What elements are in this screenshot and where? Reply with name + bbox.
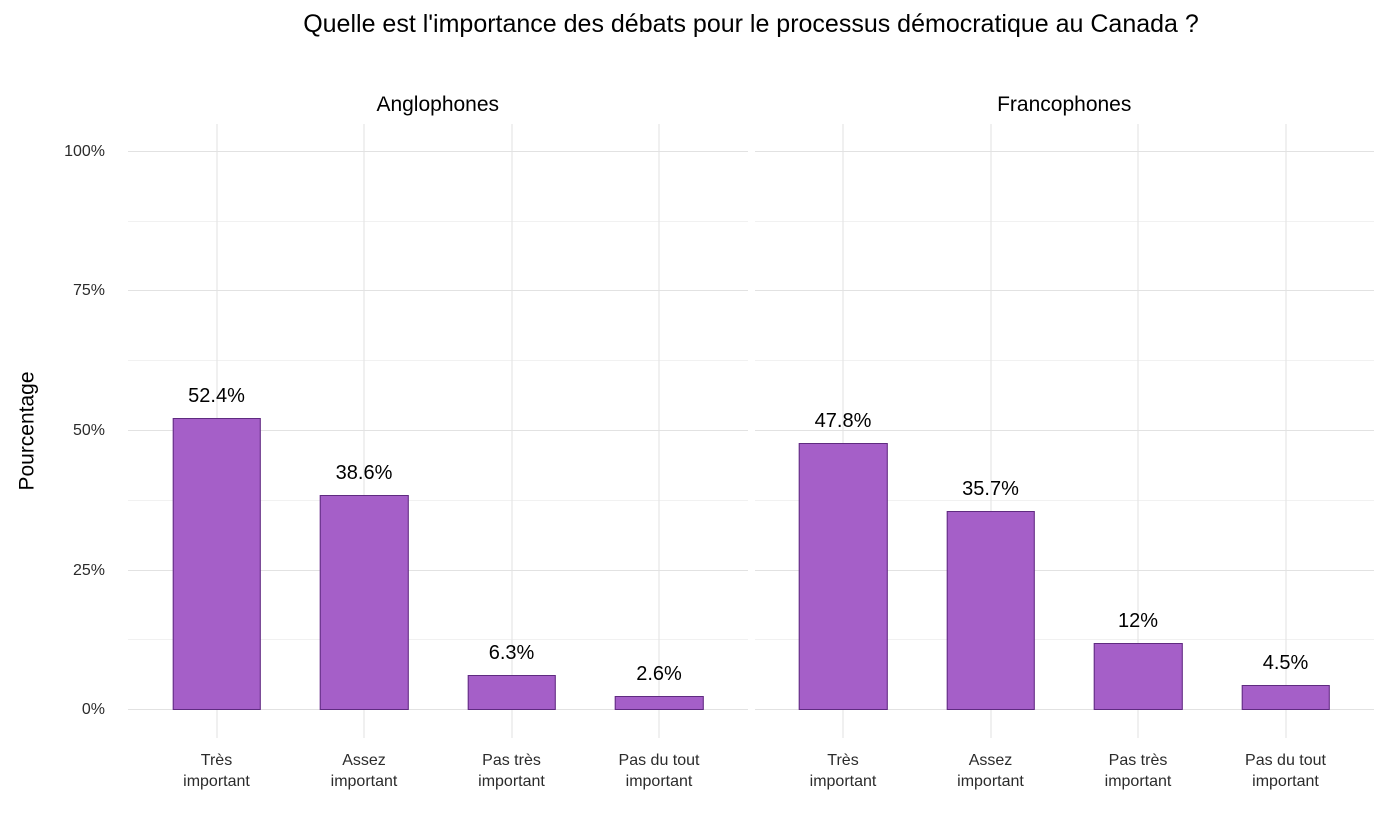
facet-anglophones: Anglophones 52.4% 38.6% 6.3% 2.6% Très impo… [128, 86, 748, 828]
y-tick-label: 50% [72, 422, 105, 439]
gridline-major [128, 150, 748, 152]
facet-francophones: Francophones 47.8% 35.7% 12% 4.5% Très impo… [754, 86, 1375, 828]
bar-value-label: 47.8% [814, 410, 872, 433]
bar-francophones-2 [946, 510, 1035, 711]
bar-value-label: 6.3% [488, 641, 535, 664]
bar-anglophones-1 [172, 417, 261, 711]
gridline-vertical [1285, 124, 1286, 738]
plot-panel: 52.4% 38.6% 6.3% 2.6% [128, 124, 748, 738]
facet-panels: Anglophones 52.4% 38.6% 6.3% 2.6% Très impo… [128, 86, 1374, 828]
gridline-vertical [363, 124, 365, 738]
chart-title: Quelle est l'importance des débats pour … [303, 10, 1199, 38]
bar-value-label: 38.6% [335, 461, 393, 484]
facet-strip-label: Anglophones [376, 93, 500, 116]
gridline-minor [128, 360, 748, 362]
x-tick-label: Pas très important [1104, 752, 1172, 790]
bar-anglophones-3 [467, 674, 556, 711]
bar-anglophones-2 [319, 494, 409, 711]
bar-value-label: 2.6% [636, 662, 682, 685]
x-tick-label: Très important [183, 752, 250, 790]
gridline-minor [128, 639, 748, 641]
gridline-vertical [842, 124, 844, 738]
gridline-vertical [1137, 124, 1139, 738]
gridline-minor [754, 360, 1374, 362]
x-tick-label: Assez important [957, 752, 1024, 790]
gridline-major [754, 430, 1374, 431]
y-tick-label: 25% [72, 561, 105, 579]
gridline-vertical [990, 124, 991, 738]
bar-value-label: 52.4% [188, 384, 245, 407]
y-tick-label: 0% [81, 701, 105, 719]
gridline-major [754, 569, 1374, 571]
x-tick-label: Assez important [330, 752, 398, 790]
x-tick-label: Pas du tout important [618, 752, 700, 790]
bar-francophones-4 [1241, 684, 1330, 711]
gridline-minor [754, 220, 1374, 222]
bar-value-label: 12% [1117, 610, 1159, 633]
plot-panel: 47.8% 35.7% 12% 4.5% [754, 124, 1374, 738]
y-tick-label: 75% [72, 282, 105, 300]
y-axis-ticks: 0% 25% 50% 75% 100% [0, 124, 112, 738]
gridline-major [128, 430, 748, 431]
x-axis: Très important Assez important Pas très im… [755, 738, 1375, 828]
gridline-major [754, 150, 1374, 152]
bar-value-label: 4.5% [1262, 651, 1309, 674]
bar-value-label: 35.7% [962, 477, 1019, 500]
y-tick-label: 100% [64, 142, 105, 160]
x-tick-label: Pas très important [478, 752, 545, 790]
bar-francophones-3 [1093, 643, 1183, 711]
x-tick-label: Très important [809, 752, 877, 790]
gridline-vertical [658, 124, 660, 738]
bar-francophones-1 [798, 443, 888, 711]
gridline-minor [754, 499, 1374, 501]
gridline-minor [128, 499, 748, 501]
facet-strip-label: Francophones [997, 93, 1132, 116]
bar-anglophones-4 [614, 695, 704, 711]
x-tick-label: Pas du tout important [1245, 752, 1326, 790]
gridline-vertical [511, 124, 512, 738]
gridline-major [754, 290, 1374, 292]
gridline-minor [128, 220, 748, 222]
gridline-minor [754, 639, 1374, 641]
x-axis: Très important Assez important Pas très im… [128, 738, 748, 828]
gridline-major [128, 290, 748, 292]
gridline-major [754, 709, 1374, 711]
gridline-major [128, 569, 748, 571]
gridline-major [128, 709, 748, 711]
